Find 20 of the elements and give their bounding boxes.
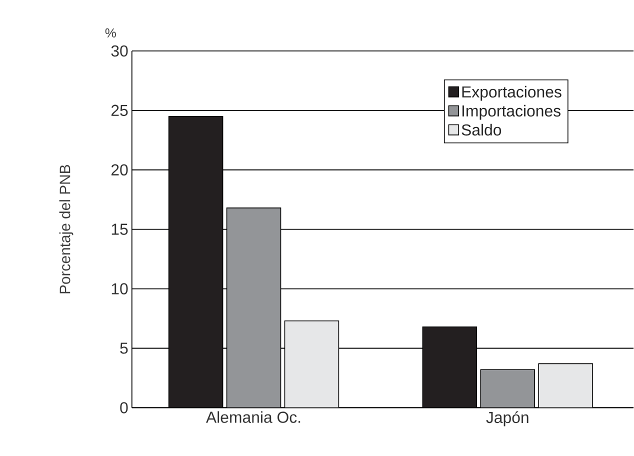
y-tick-label: 25 (111, 104, 128, 116)
y-axis-title: Porcentaje del PNB (59, 165, 74, 294)
y-tick-label: 5 (120, 342, 128, 354)
legend-label: Importaciones (462, 105, 560, 120)
bar (284, 320, 340, 408)
legend-label: Saldo (462, 124, 502, 136)
bar (538, 363, 593, 408)
bar (226, 208, 282, 408)
bar (168, 116, 224, 408)
y-tick-label: 10 (112, 283, 128, 295)
bar (422, 326, 478, 408)
y-tick-label: 15 (112, 224, 128, 236)
bar (480, 369, 536, 408)
y-tick-label: 0 (120, 402, 128, 414)
y-tick-label: 20 (111, 164, 128, 176)
legend-label: Exportaciones (462, 86, 562, 101)
text: % (105, 28, 116, 38)
y-tick-label: 30 (111, 45, 128, 57)
x-tick-label: Alemania Oc. (206, 411, 300, 424)
x-tick-label: Japón (486, 411, 528, 426)
